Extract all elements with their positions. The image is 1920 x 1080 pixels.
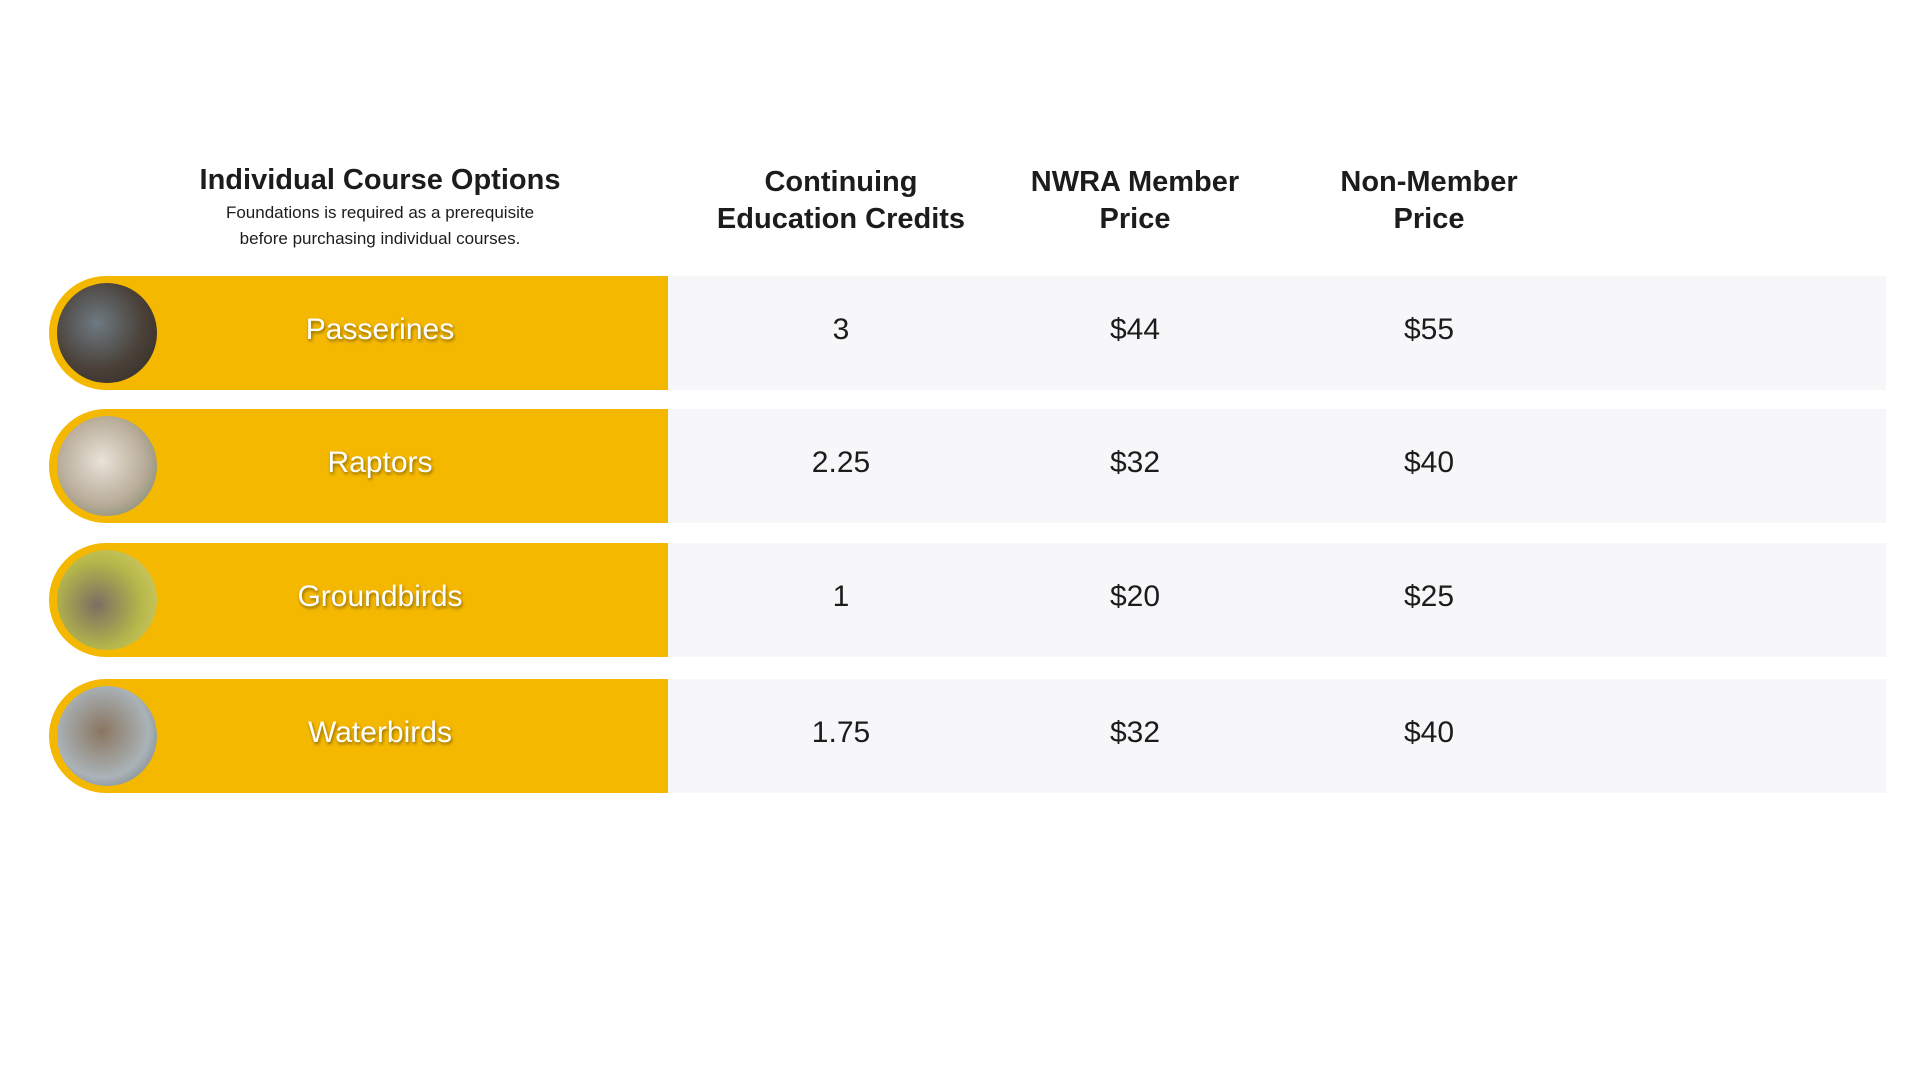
row-background [668, 543, 1886, 657]
table-cell: $44 [1109, 313, 1161, 346]
table-cell: 1 [832, 580, 850, 613]
subtitle-line: Foundations is required as a prerequisit… [225, 203, 535, 222]
column-header: Continuing [764, 166, 918, 198]
row-background [668, 276, 1886, 390]
table-cell: $25 [1403, 580, 1455, 613]
section-title: Individual Course Options [199, 164, 561, 196]
table-cell: $20 [1109, 580, 1161, 613]
course-photo [57, 283, 157, 383]
column-header: Price [1393, 203, 1465, 235]
course-photo [57, 416, 157, 516]
course-name: Raptors [327, 446, 433, 479]
course-band [106, 409, 668, 523]
table-cell: $32 [1109, 446, 1161, 479]
table-cell: 3 [832, 313, 850, 346]
table-cell: 2.25 [811, 446, 871, 479]
course-band [106, 543, 668, 657]
column-header: NWRA Member [1030, 166, 1240, 198]
course-band [106, 679, 668, 793]
table-cell: 1.75 [811, 716, 871, 749]
table-cell: $40 [1403, 716, 1455, 749]
table-cell: $32 [1109, 716, 1161, 749]
course-band [106, 276, 668, 390]
course-name: Groundbirds [297, 580, 463, 613]
column-header: Non-Member [1340, 166, 1518, 198]
column-header: Price [1099, 203, 1171, 235]
row-background [668, 409, 1886, 523]
course-photo [57, 686, 157, 786]
row-background [668, 679, 1886, 793]
column-header: Education Credits [716, 203, 966, 235]
course-name: Waterbirds [308, 716, 452, 749]
course-name: Passerines [305, 313, 455, 346]
table-cell: $55 [1403, 313, 1455, 346]
subtitle-line: before purchasing individual courses. [239, 229, 521, 248]
table-cell: $40 [1403, 446, 1455, 479]
course-photo [57, 550, 157, 650]
